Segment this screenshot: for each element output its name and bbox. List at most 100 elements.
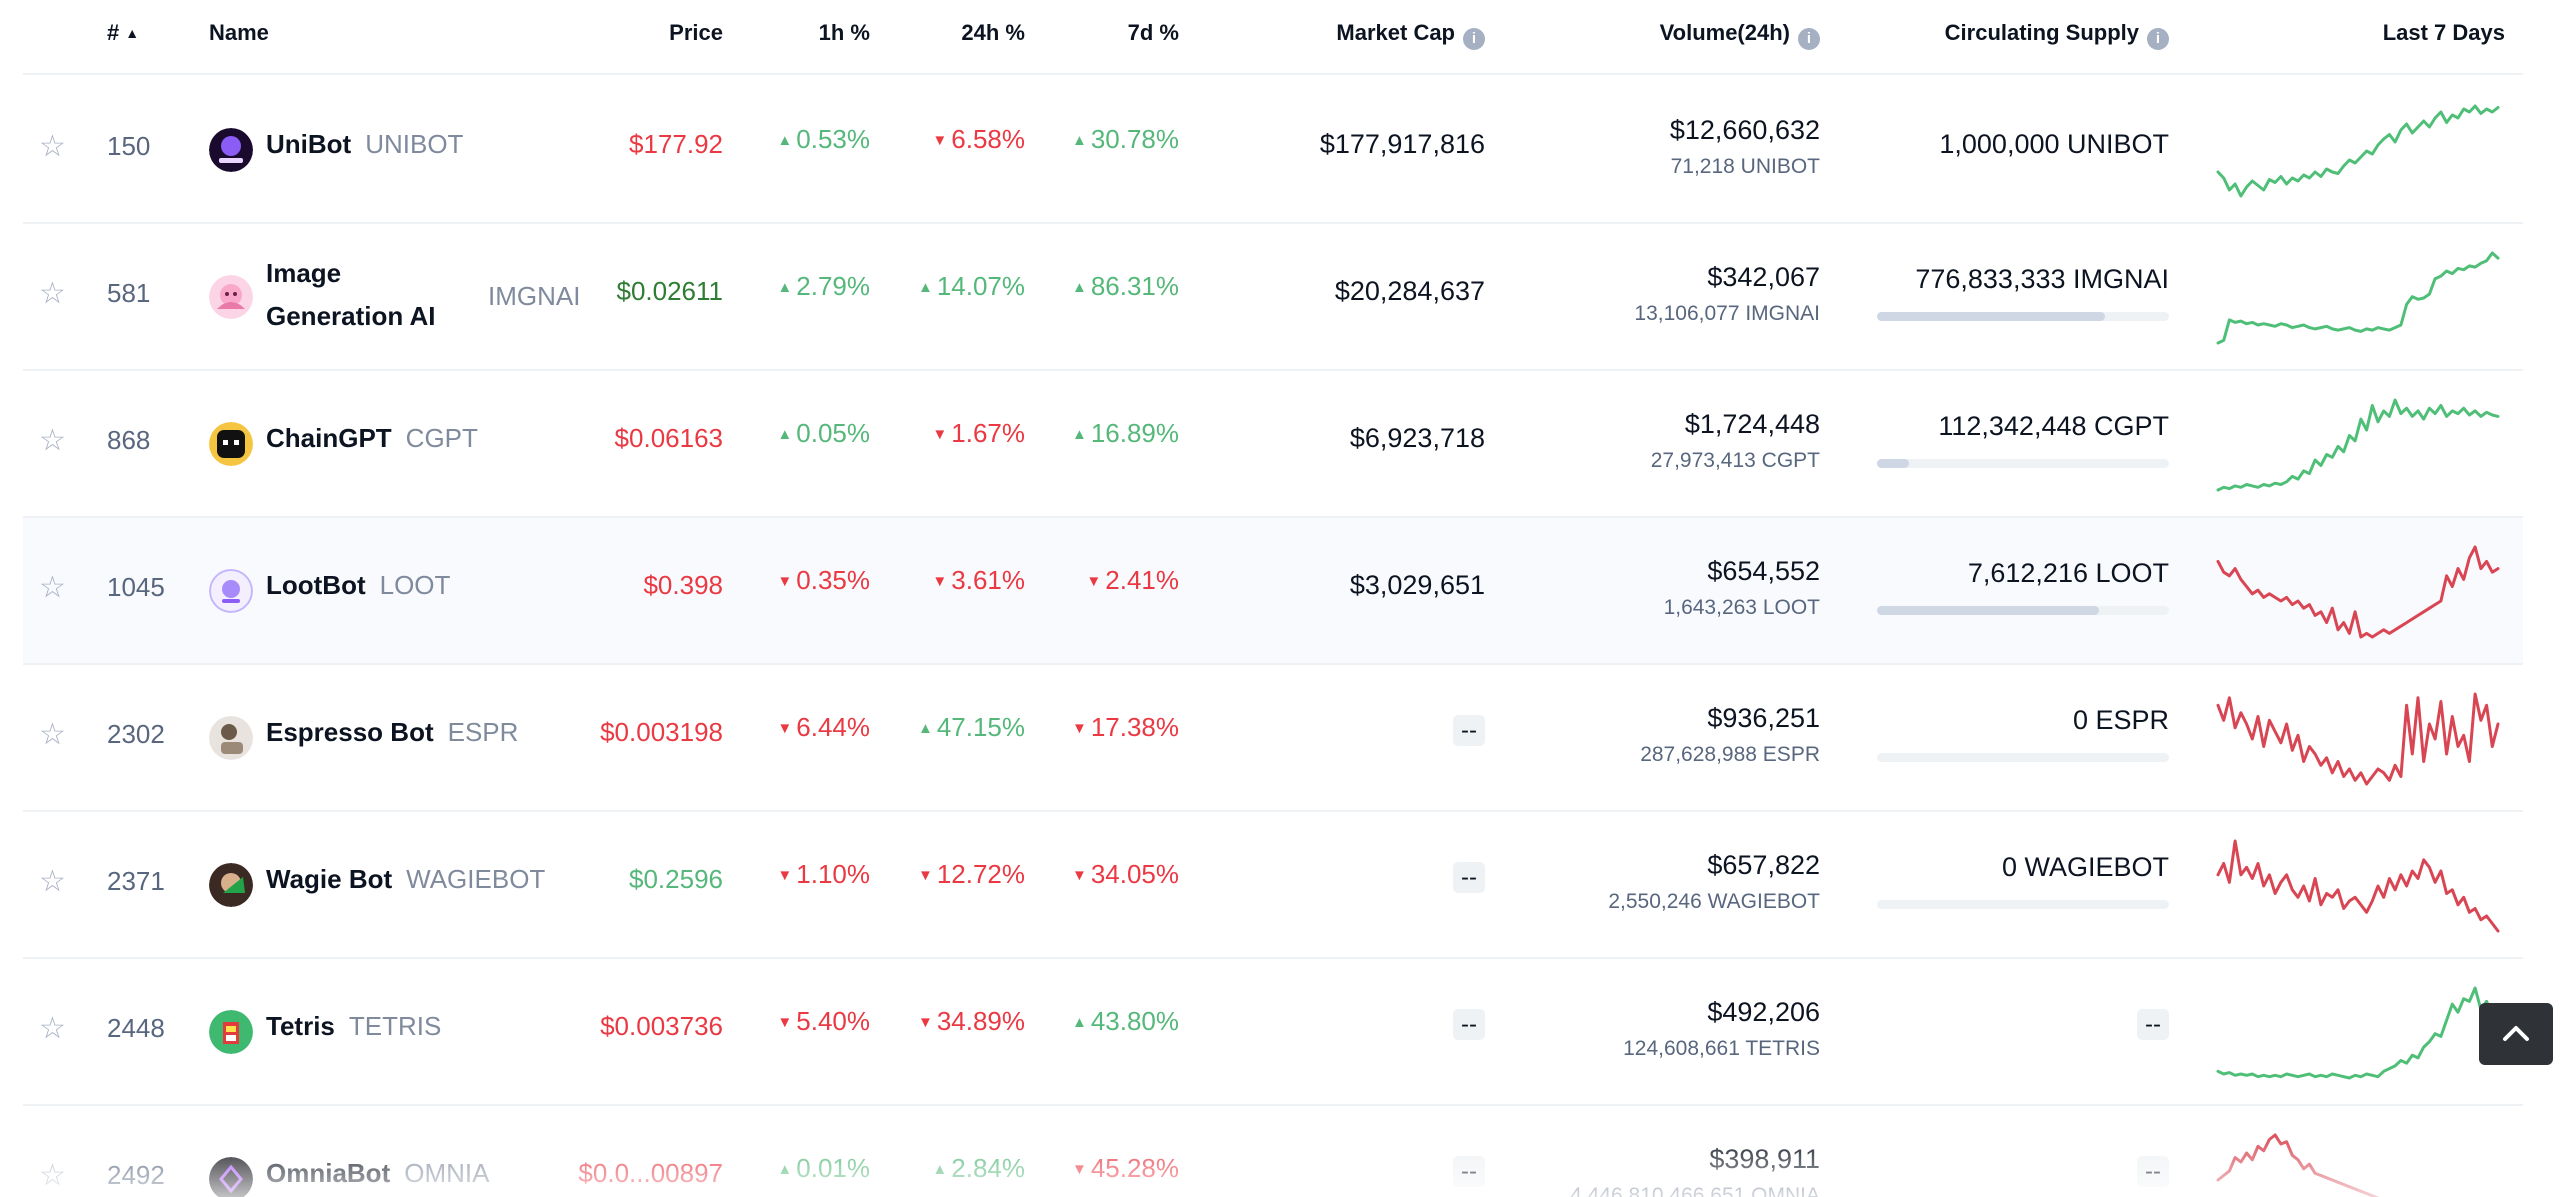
volume-24h: $936,251 bbox=[1707, 703, 1820, 733]
volume-24h-coins: 124,608,661 TETRIS bbox=[1623, 1037, 1820, 1060]
change-24h-value: 3.61% bbox=[951, 565, 1025, 595]
star-icon[interactable]: ☆ bbox=[39, 1159, 66, 1192]
sparkline-svg bbox=[2216, 1133, 2380, 1197]
h1-column-header[interactable]: 1h % bbox=[818, 20, 870, 45]
supply-column-header[interactable]: Circulating Supply i bbox=[1945, 20, 2169, 50]
sparkline-svg bbox=[2216, 104, 2500, 198]
supply-progress-bar bbox=[1877, 900, 2169, 909]
table-row[interactable]: ☆ 868 ChainGPT CGPT $0.06163 ▲ 0.05% ▼ 1.67… bbox=[23, 371, 2523, 518]
info-icon[interactable]: i bbox=[1798, 28, 1820, 50]
coin-logo bbox=[209, 275, 253, 319]
market-cap: $6,923,718 bbox=[1349, 423, 1485, 453]
change-7d-value: 43.80% bbox=[1090, 1006, 1179, 1036]
table-row[interactable]: ☆ 1045 LootBot LOOT $0.398 ▼ 0.35% ▼ 3.61% … bbox=[23, 518, 2523, 665]
coin-logo bbox=[209, 716, 253, 760]
caret-down-icon: ▼ bbox=[777, 867, 793, 884]
sparkline-svg bbox=[2216, 398, 2500, 492]
supply-progress-bar bbox=[1877, 753, 2169, 762]
table-row[interactable]: ☆ 150 UniBot UNIBOT $177.92 ▲ 0.53% ▼ 6.58%… bbox=[23, 77, 2523, 224]
coin-rank: 2371 bbox=[107, 866, 165, 896]
name-column-header[interactable]: Name bbox=[209, 20, 269, 45]
info-icon[interactable]: i bbox=[2147, 28, 2169, 50]
info-icon[interactable]: i bbox=[1463, 28, 1485, 50]
caret-up-icon: ▲ bbox=[1071, 279, 1087, 296]
chevron-up-icon bbox=[2503, 1026, 2529, 1041]
coin-logo bbox=[209, 128, 253, 172]
change-24h-value: 2.84% bbox=[951, 1153, 1025, 1183]
change-7d-value: 17.38% bbox=[1090, 712, 1179, 742]
caret-down-icon: ▼ bbox=[932, 573, 948, 590]
star-icon[interactable]: ☆ bbox=[39, 718, 66, 751]
change-1h-value: 0.01% bbox=[796, 1153, 870, 1183]
circulating-supply: 0 WAGIEBOT bbox=[2001, 852, 2169, 882]
volume-24h: $492,206 bbox=[1707, 997, 1820, 1027]
coin-name[interactable]: Tetris TETRIS bbox=[266, 1009, 441, 1043]
coin-name[interactable]: UniBot UNIBOT bbox=[266, 127, 463, 161]
sparkline-chart bbox=[2216, 983, 2516, 1083]
market-cap: -- bbox=[1453, 1009, 1485, 1041]
change-24h: ▼ 12.72% bbox=[918, 859, 1025, 890]
table-header: # ▲ Name Price 1h % 24h % 7d % Market Cap… bbox=[23, 0, 2523, 75]
h24-column-header[interactable]: 24h % bbox=[961, 20, 1025, 45]
star-icon[interactable]: ☆ bbox=[39, 1012, 66, 1045]
caret-down-icon: ▼ bbox=[932, 426, 948, 443]
table-row[interactable]: ☆ 2448 Tetris TETRIS $0.003736 ▼ 5.40% ▼ 34… bbox=[23, 959, 2523, 1106]
coin-name-text: ChainGPT bbox=[266, 423, 392, 453]
table-row[interactable]: ☆ 581 Image Generation AI IMGNAI $0.02611… bbox=[23, 224, 2523, 371]
circulating-supply: -- bbox=[2137, 1009, 2169, 1041]
circulating-supply: 776,833,333 IMGNAI bbox=[1915, 264, 2169, 294]
price-column-header[interactable]: Price bbox=[669, 20, 723, 45]
market-cap-header-label: Market Cap bbox=[1336, 20, 1455, 45]
supply-progress-fill bbox=[1877, 312, 2105, 321]
d7-column-header[interactable]: 7d % bbox=[1127, 20, 1179, 45]
change-1h: ▲ 0.05% bbox=[777, 418, 870, 449]
coin-rank: 868 bbox=[107, 425, 151, 455]
change-7d-value: 2.41% bbox=[1105, 565, 1179, 595]
star-icon[interactable]: ☆ bbox=[39, 424, 66, 457]
market-cap-empty-badge: -- bbox=[1453, 715, 1485, 746]
rank-column-header[interactable]: # ▲ bbox=[107, 20, 139, 46]
volume-24h: $398,911 bbox=[1709, 1144, 1820, 1174]
supply-progress-fill bbox=[1877, 606, 2099, 615]
caret-up-icon: ▲ bbox=[932, 1161, 948, 1178]
table-row[interactable]: ☆ 2492 OmniaBot OMNIA $0.0...00897 ▲ 0.01%… bbox=[23, 1106, 2523, 1197]
coin-symbol: UNIBOT bbox=[365, 129, 464, 159]
star-icon[interactable]: ☆ bbox=[39, 130, 66, 163]
supply-progress-bar bbox=[1877, 459, 2169, 468]
circulating-supply: 7,612,216 LOOT bbox=[1967, 558, 2169, 588]
market-cap-column-header[interactable]: Market Cap i bbox=[1336, 20, 1485, 50]
market-cap-empty-badge: -- bbox=[1453, 1156, 1485, 1187]
change-7d: ▲ 86.31% bbox=[1072, 271, 1179, 302]
star-icon[interactable]: ☆ bbox=[39, 865, 66, 898]
change-1h: ▲ 2.79% bbox=[777, 271, 870, 302]
change-7d: ▼ 2.41% bbox=[1086, 565, 1179, 596]
volume-24h-coins: 27,973,413 CGPT bbox=[1650, 449, 1820, 472]
coin-rank: 2448 bbox=[107, 1013, 165, 1043]
supply-empty-badge: -- bbox=[2137, 1009, 2169, 1040]
coin-logo bbox=[209, 1010, 253, 1054]
coin-name[interactable]: ChainGPT CGPT bbox=[266, 421, 478, 455]
scroll-to-top-button[interactable] bbox=[2479, 1003, 2553, 1065]
sparkline-line bbox=[2216, 839, 2500, 933]
supply-empty-badge: -- bbox=[2137, 1156, 2169, 1187]
star-icon[interactable]: ☆ bbox=[39, 277, 66, 310]
coin-symbol: WAGIEBOT bbox=[406, 864, 546, 894]
coin-name[interactable]: LootBot LOOT bbox=[266, 568, 450, 602]
change-1h-value: 1.10% bbox=[796, 859, 870, 889]
sort-ascending-icon[interactable]: ▲ bbox=[125, 25, 140, 41]
coin-name[interactable]: OmniaBot OMNIA bbox=[266, 1156, 489, 1190]
table-row[interactable]: ☆ 2371 Wagie Bot WAGIEBOT $0.2596 ▼ 1.10% … bbox=[23, 812, 2523, 959]
circulating-supply: 112,342,448 CGPT bbox=[1938, 411, 2169, 441]
change-1h: ▲ 0.53% bbox=[777, 124, 870, 155]
volume-column-header[interactable]: Volume(24h) i bbox=[1660, 20, 1820, 50]
coin-name[interactable]: Image Generation AI bbox=[266, 252, 436, 338]
change-7d: ▼ 34.05% bbox=[1072, 859, 1179, 890]
coin-name[interactable]: Espresso Bot ESPR bbox=[266, 715, 518, 749]
coin-symbol: CGPT bbox=[405, 423, 478, 453]
change-7d: ▼ 17.38% bbox=[1072, 712, 1179, 743]
caret-up-icon: ▲ bbox=[777, 279, 793, 296]
star-icon[interactable]: ☆ bbox=[39, 571, 66, 604]
coin-name[interactable]: Wagie Bot WAGIEBOT bbox=[266, 862, 545, 896]
circulating-supply: 0 ESPR bbox=[2072, 705, 2169, 735]
table-row[interactable]: ☆ 2302 Espresso Bot ESPR $0.003198 ▼ 6.44%… bbox=[23, 665, 2523, 812]
